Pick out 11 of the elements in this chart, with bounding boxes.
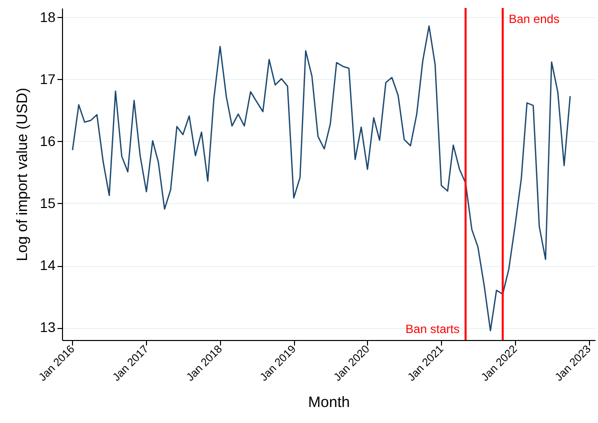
ref-line-label: Ban ends xyxy=(508,12,560,26)
y-tick-label: 16 xyxy=(40,132,56,149)
line-series xyxy=(72,25,571,332)
ref-line-label: Ban starts xyxy=(406,322,460,336)
y-tick-label: 14 xyxy=(40,257,56,274)
y-tick-label: 18 xyxy=(40,8,56,25)
y-tick-label: 15 xyxy=(40,194,56,211)
y-axis-title: Log of import value (USD) xyxy=(14,88,31,262)
x-axis-title: Month xyxy=(308,394,350,412)
y-tick-label: 17 xyxy=(40,70,56,87)
y-tick-label: 13 xyxy=(40,319,56,336)
